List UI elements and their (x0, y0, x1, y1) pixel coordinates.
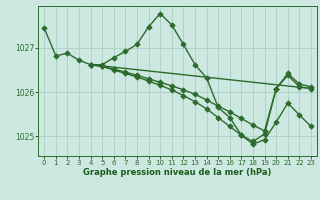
X-axis label: Graphe pression niveau de la mer (hPa): Graphe pression niveau de la mer (hPa) (84, 168, 272, 177)
